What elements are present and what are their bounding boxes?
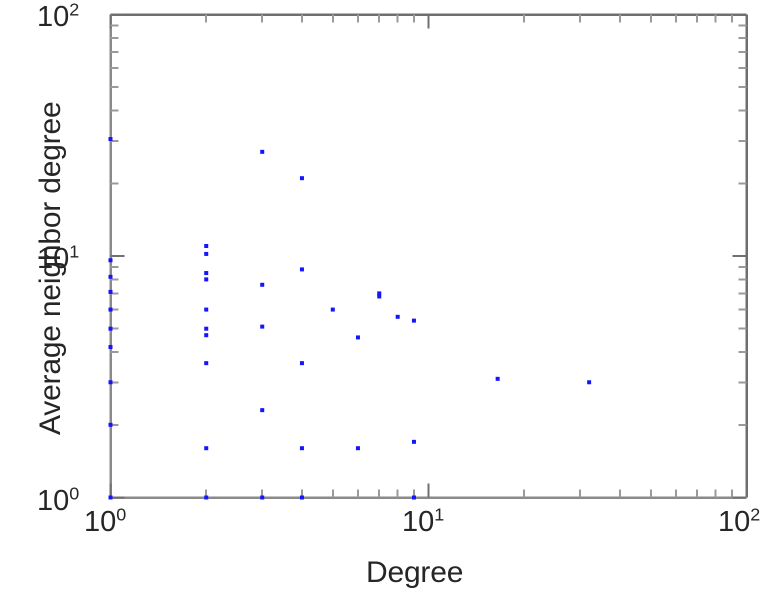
x-axis-label: Degree (366, 556, 464, 589)
data-point (108, 344, 113, 349)
data-point (411, 495, 416, 500)
y-axis-tick-label-100: 102 (37, 0, 80, 34)
tick-marks (109, 13, 748, 499)
data-point (377, 291, 382, 296)
x-tick-mid-base: 10 (402, 506, 435, 538)
data-point (108, 326, 113, 331)
data-point (260, 324, 265, 329)
data-point (108, 422, 113, 427)
x-tick-mid-exponent: 1 (434, 504, 445, 525)
data-point (108, 274, 113, 279)
data-point (204, 244, 209, 249)
x-axis-tick-label-100: 102 (718, 504, 761, 539)
data-point (411, 318, 416, 323)
data-point (377, 294, 382, 299)
data-point (587, 380, 592, 385)
data-point (355, 335, 360, 340)
data-point (260, 282, 265, 287)
y-axis-tick-label-1: 100 (37, 483, 80, 518)
data-point (108, 495, 113, 500)
data-point (260, 149, 265, 154)
data-point (108, 289, 113, 294)
data-point-group (108, 137, 592, 500)
axes-frame (109, 13, 748, 499)
x-axis-tick-label-10: 101 (402, 504, 445, 539)
x-tick-left-exponent: 0 (116, 504, 127, 525)
data-point (299, 495, 304, 500)
y-tick-bot-base: 10 (37, 485, 70, 517)
data-point (204, 361, 209, 366)
y-tick-mid-base: 10 (37, 243, 70, 275)
data-point (330, 307, 335, 312)
data-point (108, 137, 113, 142)
x-axis-tick-label-1: 100 (84, 504, 127, 539)
data-point (204, 333, 209, 338)
data-point (299, 176, 304, 181)
data-point (495, 376, 500, 381)
data-point (204, 446, 209, 451)
data-point (204, 495, 209, 500)
data-point (204, 277, 209, 282)
data-point (355, 446, 360, 451)
data-point (108, 380, 113, 385)
x-tick-right-base: 10 (718, 506, 751, 538)
data-point (204, 307, 209, 312)
data-point (260, 408, 265, 413)
y-tick-mid-exponent: 1 (69, 241, 80, 262)
data-point (299, 446, 304, 451)
data-point (204, 326, 209, 331)
y-axis-tick-label-10: 101 (37, 241, 80, 276)
data-point (204, 251, 209, 256)
y-tick-top-base: 10 (37, 1, 70, 33)
data-point (204, 271, 209, 276)
y-tick-bot-exponent: 0 (69, 483, 80, 504)
data-point (411, 439, 416, 444)
data-point (299, 267, 304, 272)
x-tick-right-exponent: 2 (750, 504, 761, 525)
data-point (260, 495, 265, 500)
y-tick-top-exponent: 2 (69, 0, 80, 20)
data-point (108, 307, 113, 312)
data-point (108, 258, 113, 263)
data-point (299, 361, 304, 366)
x-tick-left-base: 10 (84, 506, 117, 538)
data-point (395, 314, 400, 319)
